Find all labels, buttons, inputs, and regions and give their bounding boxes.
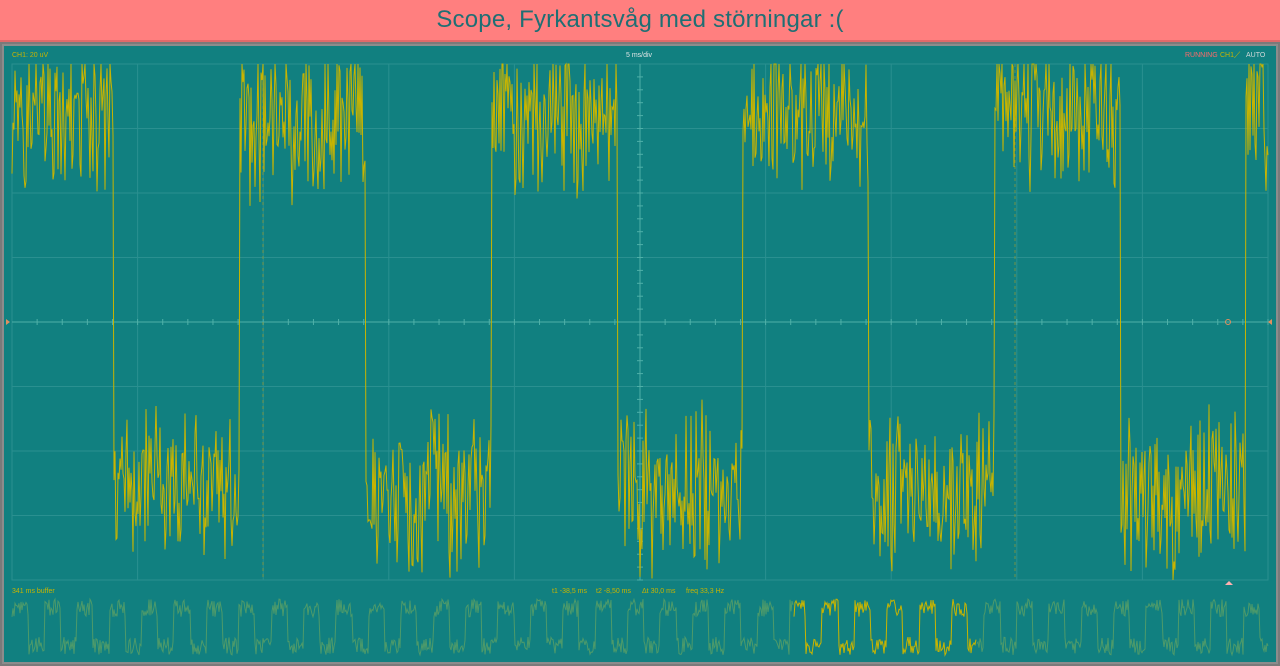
channel-scale-label: CH1: 20 uV <box>12 52 49 59</box>
buffer-position-marker <box>1225 581 1233 585</box>
measurement-freq: freq 33,3 Hz <box>686 588 725 595</box>
trigger-channel-label[interactable]: CH1 <box>1220 52 1235 59</box>
run-state-label[interactable]: RUNNING <box>1185 52 1218 59</box>
trigger-mode-label[interactable]: AUTO <box>1246 52 1266 59</box>
measurement-delta: Δt 30,0 ms <box>642 588 676 595</box>
trigger-markers <box>6 319 1272 585</box>
overview-trace-before <box>11 597 794 657</box>
trigger-point-marker <box>1225 319 1231 325</box>
rising-edge-icon[interactable]: ⟋ <box>1234 50 1241 60</box>
trigger-level-marker-right <box>1268 319 1272 325</box>
timebase-label: 5 ms/div <box>626 52 653 59</box>
scope-plot[interactable] <box>4 46 1276 662</box>
buffer-overview <box>11 597 1269 657</box>
window-title: Scope, Fyrkantsvåg med störningar :( <box>436 6 844 33</box>
title-bar: Scope, Fyrkantsvåg med störningar :( <box>0 0 1280 42</box>
cursor-lines <box>262 64 1016 580</box>
oscilloscope-display[interactable]: CH1: 20 uV 5 ms/div RUNNING CH1 ⟋ AUTO 3… <box>4 46 1276 662</box>
overview-trace-visible-window <box>793 598 977 657</box>
measurement-t2: t2 -8,50 ms <box>596 588 632 595</box>
measurement-t1: t1 -38,5 ms <box>552 588 588 595</box>
buffer-label: 341 ms buffer <box>12 588 55 595</box>
overview-trace-after <box>976 598 1269 657</box>
center-axes <box>12 64 1269 581</box>
signal-trace <box>11 62 1269 581</box>
trigger-level-marker-left <box>6 319 10 325</box>
